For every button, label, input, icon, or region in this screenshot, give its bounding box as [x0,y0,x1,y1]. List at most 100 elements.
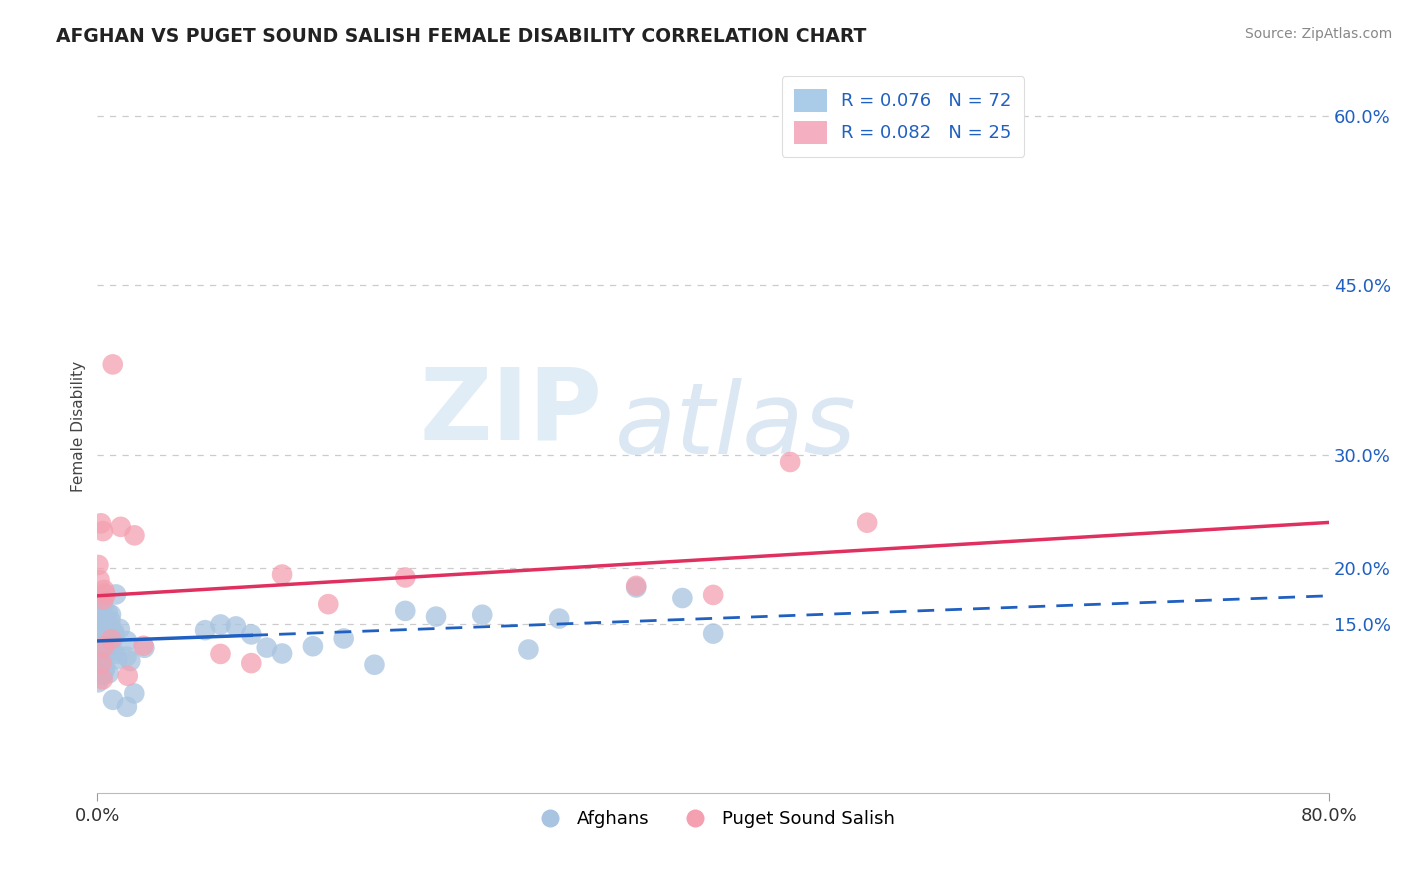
Point [91,524,114,538]
Point [115,699,138,714]
Point [332,632,354,646]
Point [94,588,117,602]
Point [302,639,325,653]
Point [548,611,571,625]
Point [89,666,111,681]
Point [91,673,114,687]
Text: ZIP: ZIP [419,363,602,460]
Point [702,626,724,640]
Legend: Afghans, Puget Sound Salish: Afghans, Puget Sound Salish [524,803,901,836]
Point [471,607,494,622]
Point [363,657,385,672]
Point [107,652,129,666]
Point [86,647,108,661]
Point [91,668,114,682]
Point [93,640,115,654]
Point [671,591,693,605]
Point [115,649,138,664]
Point [90,516,112,531]
Point [124,686,146,700]
Point [124,528,146,542]
Point [100,643,122,657]
Point [394,570,416,584]
Point [94,662,117,676]
Point [120,654,142,668]
Point [91,652,114,666]
Point [96,624,118,639]
Point [89,605,111,619]
Point [91,629,114,643]
Point [100,614,122,628]
Point [96,630,118,644]
Point [624,581,647,595]
Point [104,647,127,661]
Point [91,592,114,607]
Point [856,516,879,530]
Point [98,642,121,657]
Point [271,567,294,582]
Text: AFGHAN VS PUGET SOUND SALISH FEMALE DISABILITY CORRELATION CHART: AFGHAN VS PUGET SOUND SALISH FEMALE DISA… [56,27,866,45]
Point [209,647,232,661]
Text: Source: ZipAtlas.com: Source: ZipAtlas.com [1244,27,1392,41]
Point [93,632,115,647]
Point [87,558,110,572]
Point [134,640,156,655]
Point [779,455,801,469]
Point [91,592,114,607]
Point [90,656,112,670]
Point [96,618,118,632]
Point [103,624,125,638]
Point [94,618,117,632]
Point [517,642,540,657]
Point [94,661,117,675]
Point [103,632,125,646]
Point [100,632,122,647]
Point [89,643,111,657]
Point [97,666,120,681]
Point [100,607,122,622]
Point [97,606,120,620]
Point [93,616,115,631]
Point [94,614,117,628]
Point [117,669,139,683]
Point [110,520,132,534]
Point [108,622,131,636]
Point [702,588,724,602]
Point [132,639,155,653]
Point [90,647,112,661]
Point [93,664,115,678]
Point [87,629,110,643]
Point [209,617,232,632]
Point [256,640,278,655]
Point [91,620,114,634]
Point [94,636,117,650]
Point [91,598,114,612]
Point [316,597,339,611]
Point [87,596,110,610]
Point [103,627,125,641]
Point [94,636,117,650]
Point [94,586,117,600]
Point [624,579,647,593]
Point [425,609,447,624]
Point [240,656,263,670]
Text: atlas: atlas [614,378,856,475]
Y-axis label: Female Disability: Female Disability [72,361,86,492]
Point [240,627,263,641]
Point [271,647,294,661]
Point [96,645,118,659]
Point [225,619,247,633]
Point [93,582,115,597]
Point [115,634,138,648]
Point [101,693,124,707]
Point [93,630,115,644]
Point [105,587,128,601]
Point [94,618,117,632]
Point [101,358,124,372]
Point [89,573,111,587]
Point [90,603,112,617]
Point [90,617,112,632]
Point [87,675,110,690]
Point [394,604,416,618]
Point [87,640,110,655]
